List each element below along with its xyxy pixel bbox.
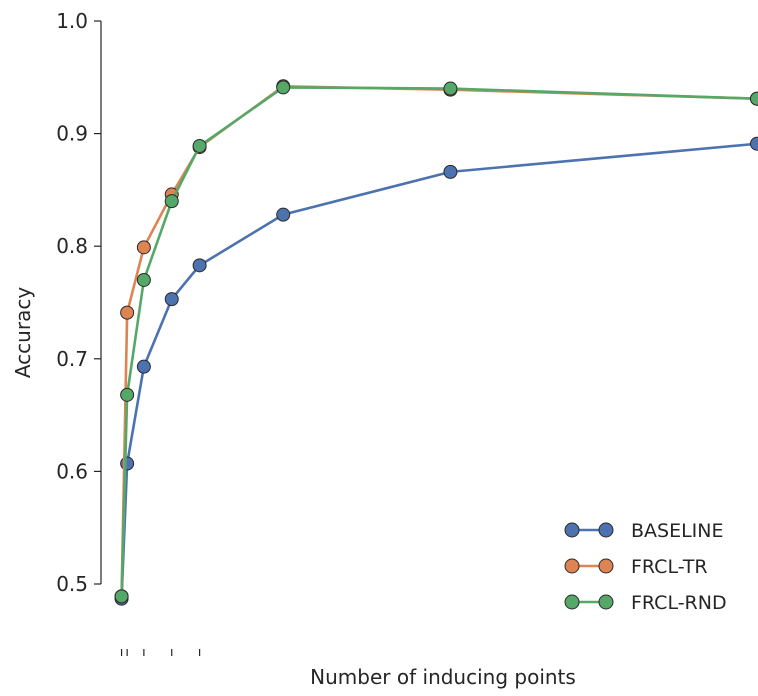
legend-marker [598,558,614,574]
legend: BASELINE FRCL-TR FRCL-RND [564,520,727,614]
legend-item: BASELINE [564,520,724,542]
axes: 0.5 0.6 0.7 0.8 0.9 1.0 Accuracy Number of in… [11,9,576,689]
legend-label: FRCL-TR [631,556,708,578]
legend-marker [564,558,580,574]
data-point [276,207,291,222]
legend-marker [598,522,614,538]
data-point [192,138,207,153]
legend-label: BASELINE [631,520,724,542]
data-point [276,80,291,95]
data-point [750,136,758,151]
data-point [120,305,135,320]
data-point [443,164,458,179]
data-point [192,258,207,273]
data-point [750,91,758,106]
data-point [164,194,179,209]
y-tick-label: 0.5 [56,572,88,596]
y-tick-label: 0.6 [56,459,88,483]
data-point [120,387,135,402]
y-tick-label: 0.9 [56,122,88,146]
legend-item: FRCL-RND [564,592,727,614]
legend-item: FRCL-TR [564,556,708,578]
series-line [120,86,758,597]
data-point [443,81,458,96]
series-group [114,79,758,606]
y-axis-label: Accuracy [11,287,35,378]
legend-marker [598,594,614,610]
x-axis-label: Number of inducing points [310,665,576,689]
series-line [120,142,758,599]
legend-marker [564,594,580,610]
y-tick-label: 0.7 [56,347,88,371]
data-point [114,589,129,604]
legend-label: FRCL-RND [631,592,727,614]
data-point [164,292,179,307]
legend-marker [564,522,580,538]
data-point [136,359,151,374]
y-ticks: 0.5 0.6 0.7 0.8 0.9 1.0 [56,9,101,596]
data-point [136,272,151,287]
data-point [120,456,135,471]
x-ticks [120,649,201,656]
data-point [136,240,151,255]
y-tick-label: 0.8 [56,234,88,258]
y-tick-label: 1.0 [56,9,88,33]
series-frcl-rnd [114,80,758,604]
